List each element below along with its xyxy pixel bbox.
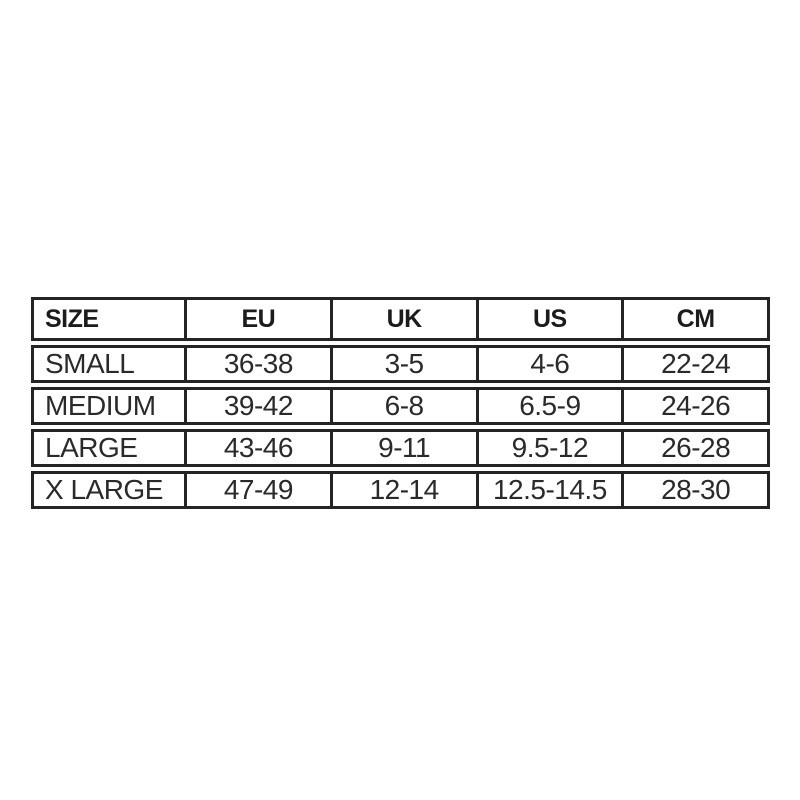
cell-small-size: SMALL: [34, 348, 187, 380]
cell-small-us: 4-6: [479, 348, 625, 380]
header-cell-size: SIZE: [34, 300, 187, 338]
cell-large-cm: 26-28: [661, 432, 731, 463]
cell-large-size: LARGE: [34, 432, 187, 464]
cell-xlarge-uk: 12-14: [333, 474, 479, 506]
header-cell-us: US: [479, 300, 625, 338]
cell-medium-uk: 6-8: [333, 390, 479, 422]
header-cell-uk: UK: [333, 300, 479, 338]
cell-xlarge-eu: 47-49: [187, 474, 333, 506]
table-row-large: LARGE 43-46 9-11 9.5-12 26-28: [31, 429, 770, 467]
cell-large-eu: 43-46: [187, 432, 333, 464]
cell-large-us: 9.5-12: [479, 432, 625, 464]
cell-large-uk: 9-11: [333, 432, 479, 464]
cell-medium-us: 6.5-9: [479, 390, 625, 422]
header-cell-eu: EU: [187, 300, 333, 338]
cell-medium-size: MEDIUM: [34, 390, 187, 422]
cell-small-uk: 3-5: [333, 348, 479, 380]
cell-xlarge-cm: 28-30: [661, 474, 731, 505]
cell-medium-cm: 24-26: [661, 390, 731, 421]
table-row-small: SMALL 36-38 3-5 4-6 22-24: [31, 345, 770, 383]
size-conversion-table: SIZE EU UK US CM SMALL 36-38 3-5 4-6 22-…: [31, 297, 770, 509]
cell-medium-eu: 39-42: [187, 390, 333, 422]
cell-xlarge-us: 12.5-14.5: [479, 474, 625, 506]
header-cell-cm: CM: [676, 304, 715, 333]
cell-small-cm: 22-24: [661, 348, 731, 379]
table-row-xlarge: X LARGE 47-49 12-14 12.5-14.5 28-30: [31, 471, 770, 509]
table-row-medium: MEDIUM 39-42 6-8 6.5-9 24-26: [31, 387, 770, 425]
cell-xlarge-size: X LARGE: [34, 474, 187, 506]
cell-small-eu: 36-38: [187, 348, 333, 380]
table-header-row: SIZE EU UK US CM: [31, 297, 770, 341]
